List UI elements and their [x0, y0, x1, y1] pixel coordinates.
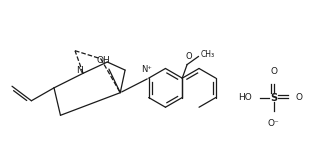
Text: O⁻: O⁻	[268, 119, 280, 128]
Text: HO: HO	[238, 93, 252, 102]
Text: O: O	[295, 93, 302, 102]
Text: N⁺: N⁺	[142, 65, 153, 74]
Text: CH₃: CH₃	[201, 50, 215, 59]
Text: O: O	[185, 52, 192, 61]
Text: O: O	[270, 67, 277, 76]
Text: N: N	[76, 66, 83, 75]
Text: S: S	[270, 92, 277, 103]
Text: OH: OH	[96, 56, 110, 65]
